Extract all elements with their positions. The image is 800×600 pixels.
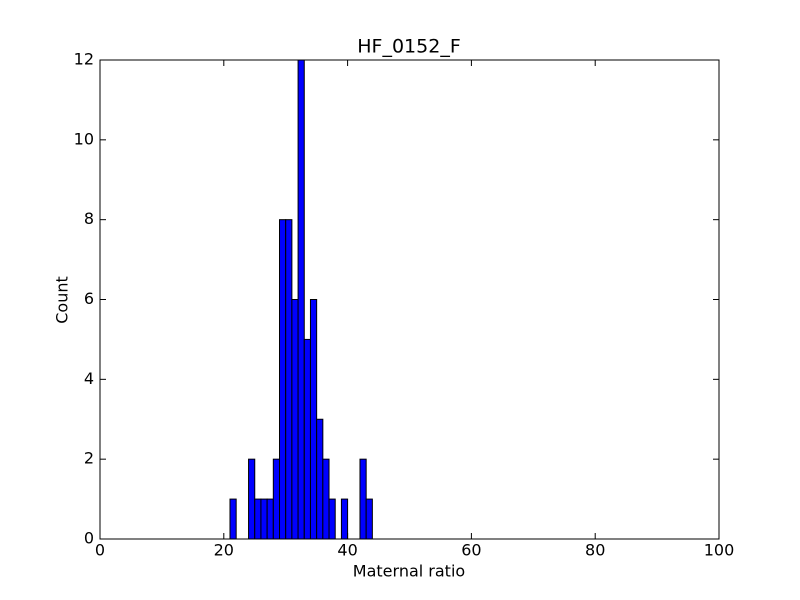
bar: [303, 338, 311, 540]
bar: [248, 458, 256, 540]
bar: [365, 498, 373, 540]
x-tick-label: 40: [337, 541, 357, 560]
bar: [316, 418, 324, 540]
y-tick-label: 4: [84, 369, 94, 388]
chart-title: HF_0152_F: [357, 36, 461, 58]
bar: [229, 498, 237, 540]
bar: [322, 458, 330, 540]
bar: [309, 299, 318, 540]
bar: [285, 219, 293, 540]
x-tick-label: 20: [214, 541, 234, 560]
y-tick-label: 6: [84, 289, 94, 308]
y-axis-label: Count: [53, 276, 72, 324]
bar: [266, 498, 274, 540]
bar: [291, 299, 299, 540]
x-tick-label: 0: [95, 541, 105, 560]
y-tick-label: 12: [74, 50, 94, 69]
y-tick-label: 0: [84, 529, 94, 548]
x-tick-label: 100: [704, 541, 735, 560]
x-axis-label: Maternal ratio: [353, 562, 465, 581]
bar: [297, 59, 305, 540]
bar: [254, 498, 262, 540]
bar: [272, 458, 281, 540]
bar: [359, 458, 367, 540]
bar: [340, 498, 349, 540]
y-tick-label: 8: [84, 209, 94, 228]
y-tick-label: 2: [84, 449, 94, 468]
y-tick-label: 10: [74, 129, 94, 148]
x-tick-label: 80: [585, 541, 605, 560]
x-tick-label: 60: [461, 541, 481, 560]
bar: [328, 498, 336, 540]
bar: [260, 498, 268, 540]
bar: [279, 219, 287, 540]
